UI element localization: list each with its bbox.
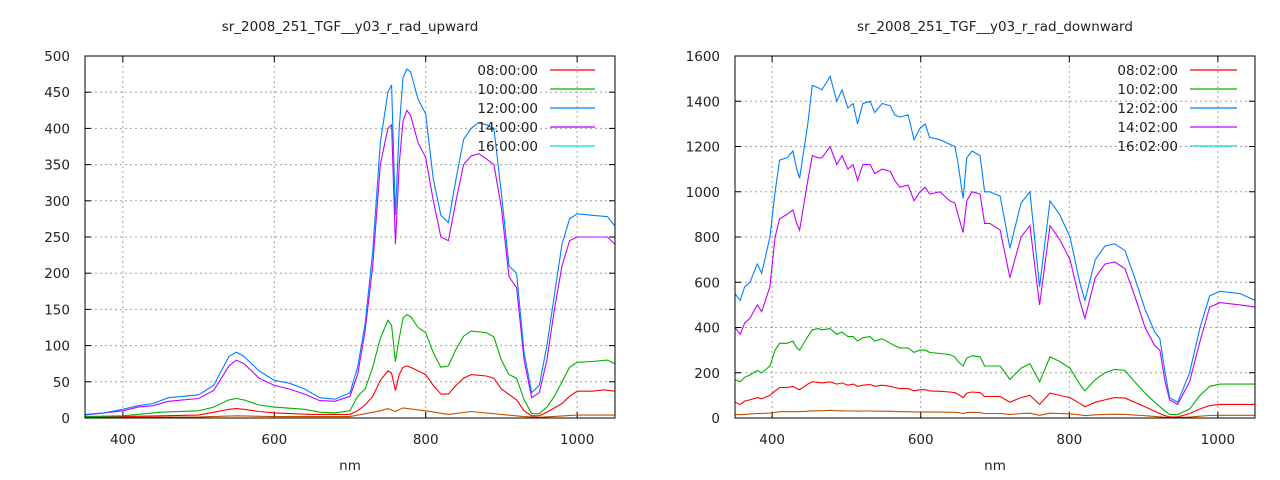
y-tick-label: 400: [44, 121, 70, 137]
plot-frame: [734, 55, 1256, 419]
series-line-16-02-00: [735, 409, 1255, 418]
x-tick-label: 400: [759, 432, 785, 448]
legend-label: 14:02:00: [1117, 120, 1178, 136]
chart-title: sr_2008_251_TGF__y03_r_rad_upward: [222, 19, 479, 35]
y-tick-label: 1600: [686, 49, 720, 65]
y-tick-label: 200: [694, 366, 720, 382]
legend-label: 12:00:00: [477, 101, 538, 117]
y-tick-label: 100: [44, 339, 70, 355]
series-line-08-02-00: [735, 381, 1255, 418]
y-tick-label: 450: [44, 85, 70, 101]
series-line-14-00-00: [85, 109, 615, 416]
x-tick-label: 800: [413, 432, 439, 448]
y-tick-label: 50: [53, 375, 70, 391]
x-tick-label: 1000: [1201, 432, 1235, 448]
plot-frame: [84, 55, 616, 419]
series-line-16-00-00: [85, 407, 615, 418]
chart-upward: sr_2008_251_TGF__y03_r_rad_upward 0 50 100 1…: [44, 19, 616, 474]
legend-label: 12:02:00: [1117, 101, 1178, 117]
chart-title: sr_2008_251_TGF__y03_r_rad_downward: [857, 19, 1133, 35]
y-tick-label: 0: [61, 411, 70, 427]
series-line-12-02-00: [735, 75, 1255, 403]
x-axis-label: nm: [339, 458, 361, 474]
series-line-10-00-00: [85, 313, 615, 418]
y-tick-label: 400: [694, 321, 720, 337]
x-tick-label: 600: [908, 432, 934, 448]
y-tick-label: 1200: [686, 140, 720, 156]
y-tick-label: 150: [44, 302, 70, 318]
x-tick-label: 400: [110, 432, 136, 448]
y-tick-label: 350: [44, 158, 70, 174]
y-tick-label: 600: [694, 275, 720, 291]
y-tick-label: 300: [44, 194, 70, 210]
legend-label: 16:02:00: [1117, 139, 1178, 155]
x-tick-label: 800: [1056, 432, 1082, 448]
series-line-14-02-00: [735, 145, 1255, 406]
series-line-08-00-00: [85, 365, 615, 418]
y-tick-label: 1000: [686, 185, 720, 201]
y-tick-label: 800: [694, 230, 720, 246]
x-tick-label: 1000: [560, 432, 594, 448]
chart-downward: sr_2008_251_TGF__y03_r_rad_downward 0 200 4…: [686, 19, 1256, 474]
legend-label: 10:02:00: [1117, 82, 1178, 98]
y-tick-label: 0: [711, 411, 720, 427]
y-tick-label: 1400: [686, 94, 720, 110]
legend-label: 08:02:00: [1117, 63, 1178, 79]
series-line-10-02-00: [735, 328, 1255, 416]
legend-label: 16:00:00: [477, 139, 538, 155]
series-line-12-00-00: [85, 68, 615, 415]
legend-label: 14:00:00: [477, 120, 538, 136]
y-tick-label: 200: [44, 266, 70, 282]
legend-label: 08:00:00: [477, 63, 538, 79]
legend-label: 10:00:00: [477, 82, 538, 98]
x-axis-label: nm: [984, 458, 1006, 474]
x-tick-label: 600: [261, 432, 287, 448]
y-tick-label: 250: [44, 230, 70, 246]
y-tick-label: 500: [44, 49, 70, 65]
